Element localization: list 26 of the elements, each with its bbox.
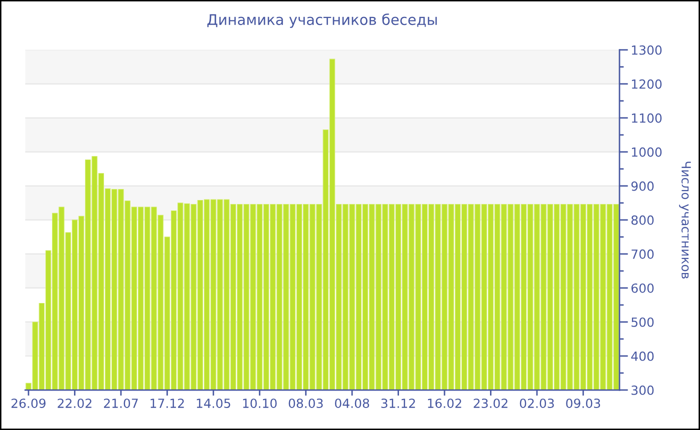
x-tick-label: 02.03: [520, 398, 554, 408]
x-tick-label: 21.07: [104, 398, 138, 408]
y-tick-label: 1300: [632, 45, 662, 55]
x-tick-label: 26.09: [12, 398, 46, 408]
y-tick-label: 900: [631, 181, 654, 191]
y-tick-label: 1000: [632, 147, 662, 157]
y-tick-label: 300: [632, 385, 654, 395]
x-tick-label: 04.08: [334, 398, 370, 408]
y-tick-label: 400: [631, 351, 654, 361]
x-tick-label: 10.10: [243, 398, 277, 408]
x-tick-label: 08.03: [288, 398, 323, 408]
x-tick-label: 17.12: [150, 398, 184, 408]
chart-title: Динамика участников беседы: [207, 14, 437, 28]
y-axis-title: Число участников: [679, 162, 691, 279]
y-tick-label: 700: [632, 249, 654, 259]
y-tick-label: 800: [631, 215, 654, 225]
x-tick-label: 16.02: [428, 398, 462, 408]
y-tick-label: 1200: [632, 79, 662, 89]
x-tick-label: 22.02: [58, 398, 92, 408]
x-tick-label: 31.12: [381, 398, 415, 408]
x-tick-label: 14.05: [196, 398, 230, 408]
y-tick-label: 500: [632, 317, 654, 327]
y-tick-label: 600: [631, 283, 654, 293]
x-tick-label: 23.02: [474, 398, 508, 408]
x-tick-label: 09.03: [566, 398, 600, 408]
y-tick-label: 1100: [632, 113, 662, 123]
